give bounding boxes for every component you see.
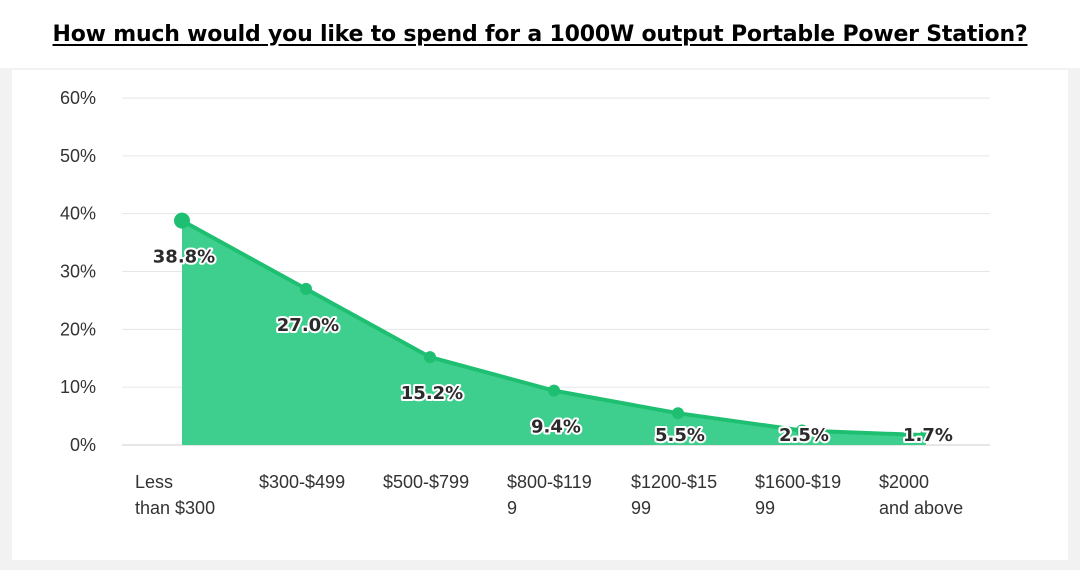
x-tick-label: $300-$499 <box>259 472 345 492</box>
data-points <box>174 212 932 442</box>
y-tick-label: 20% <box>60 319 96 339</box>
x-tick-label: 99 <box>631 498 651 518</box>
y-tick-label: 30% <box>60 262 96 282</box>
title-bar: How much would you like to spend for a 1… <box>0 0 1080 68</box>
data-point <box>300 282 312 295</box>
data-point <box>920 429 932 442</box>
area-chart: 0% 10% 20% 30% 40% 50% 60% 38.8% 27.0% 15.2% 9.4%… <box>60 88 990 518</box>
x-tick-label: 99 <box>755 498 775 518</box>
data-point <box>548 384 560 397</box>
y-tick-label: 50% <box>60 146 96 166</box>
data-point <box>796 424 808 437</box>
data-point <box>424 351 436 364</box>
x-tick-label: $1600-$19 <box>755 472 841 492</box>
x-tick-label: $800-$119 <box>507 472 592 492</box>
area-fill <box>182 220 926 445</box>
data-label: 38.8% <box>153 247 215 268</box>
data-label: 1.7% <box>903 425 953 446</box>
chart-panel: 0% 10% 20% 30% 40% 50% 60% 38.8% 27.0% 15.2% 9.4%… <box>12 70 1068 560</box>
data-label: 9.4% <box>531 417 581 438</box>
data-label: 27.0% <box>277 315 339 336</box>
x-tick-label: Less <box>135 472 173 492</box>
data-label: 5.5% <box>655 425 705 446</box>
x-tick-label: $1200-$15 <box>631 472 717 492</box>
page-title: How much would you like to spend for a 1… <box>52 21 1028 47</box>
x-tick-label: than $300 <box>135 498 215 518</box>
x-tick-label: and above <box>879 498 963 518</box>
y-axis-ticks: 0% 10% 20% 30% 40% 50% 60% <box>60 88 96 455</box>
y-tick-label: 60% <box>60 88 96 108</box>
y-tick-label: 0% <box>70 435 96 455</box>
x-tick-label: $500-$799 <box>383 472 469 492</box>
x-axis-ticks: Less than $300 $300-$499 $500-$799 $800-$119… <box>135 472 963 518</box>
data-point <box>174 212 190 229</box>
x-tick-label: $2000 <box>879 472 929 492</box>
data-label: 15.2% <box>401 383 463 404</box>
data-label: 2.5% <box>779 425 829 446</box>
data-labels: 38.8% 27.0% 15.2% 9.4% 5.5% 2.5% 1.7% <box>151 245 955 448</box>
x-tick-label: 9 <box>507 498 517 518</box>
y-tick-label: 40% <box>60 204 96 224</box>
y-tick-label: 10% <box>60 377 96 397</box>
data-point <box>672 407 684 420</box>
